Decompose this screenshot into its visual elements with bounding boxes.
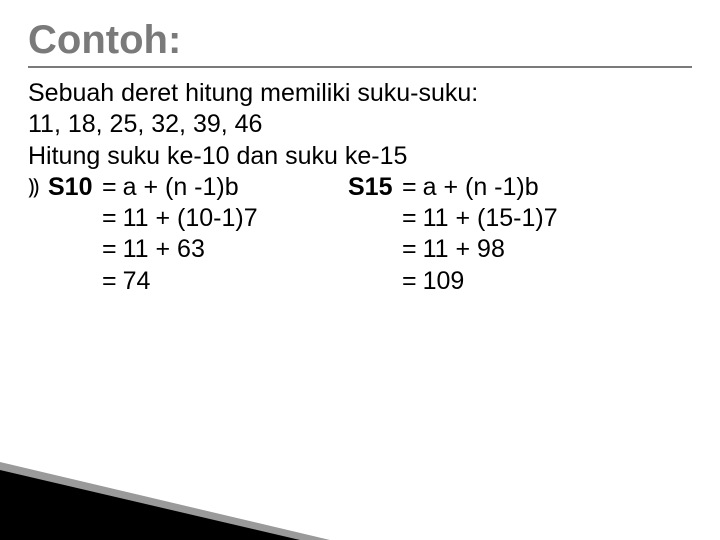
s10-row-3: = 11 + 63: [48, 234, 348, 265]
s15-val-3: 11 + 98: [423, 234, 692, 265]
s10-column: S10 = a + (n -1)b = 11 + (10-1)7 = 11 + …: [48, 172, 348, 297]
s10-eq-1: =: [96, 172, 123, 203]
s15-column: S15 = a + (n -1)b = 11 + (15-1)7 = 11 + …: [348, 172, 692, 297]
s10-label: S10: [48, 172, 96, 203]
s10-lbl-blank-3: [48, 234, 96, 265]
intro-line-2: 11, 18, 25, 32, 39, 46: [28, 109, 692, 140]
s15-val-1: a + (n -1)b: [423, 172, 692, 203]
s15-val-2: 11 + (15-1)7: [423, 203, 692, 234]
s10-eq-2: =: [96, 203, 123, 234]
intro-line-3: Hitung suku ke-10 dan suku ke-15: [28, 141, 692, 172]
s10-val-4: 74: [123, 266, 348, 297]
s15-row-2: = 11 + (15-1)7: [348, 203, 692, 234]
s15-row-1: S15 = a + (n -1)b: [348, 172, 692, 203]
slide: Contoh: Sebuah deret hitung memiliki suk…: [0, 0, 720, 540]
s15-eq-3: =: [396, 234, 423, 265]
s15-lbl-blank-3: [348, 234, 396, 265]
s15-eq-2: =: [396, 203, 423, 234]
s15-eq-1: =: [396, 172, 423, 203]
s10-val-1: a + (n -1)b: [123, 172, 348, 203]
s10-eq-3: =: [96, 234, 123, 265]
s10-row-4: = 74: [48, 266, 348, 297]
s15-lbl-blank-4: [348, 266, 396, 297]
s15-row-4: = 109: [348, 266, 692, 297]
s15-eq-4: =: [396, 266, 423, 297]
s10-eq-4: =: [96, 266, 123, 297]
s10-val-2: 11 + (10-1)7: [123, 203, 348, 234]
s10-val-3: 11 + 63: [123, 234, 348, 265]
title-underline: [28, 66, 692, 68]
s15-lbl-blank-2: [348, 203, 396, 234]
intro-line-1: Sebuah deret hitung memiliki suku-suku:: [28, 78, 692, 109]
decorative-wedge-icon: [0, 410, 720, 540]
bullet-icon: ⸩: [28, 172, 48, 297]
s15-row-3: = 11 + 98: [348, 234, 692, 265]
slide-body: Sebuah deret hitung memiliki suku-suku: …: [28, 78, 692, 297]
slide-title: Contoh:: [28, 18, 692, 62]
example-columns: S10 = a + (n -1)b = 11 + (10-1)7 = 11 + …: [48, 172, 692, 297]
s10-lbl-blank-4: [48, 266, 96, 297]
s10-row-2: = 11 + (10-1)7: [48, 203, 348, 234]
s10-row-1: S10 = a + (n -1)b: [48, 172, 348, 203]
s15-val-4: 109: [423, 266, 692, 297]
s15-label: S15: [348, 172, 396, 203]
worked-example-row: ⸩ S10 = a + (n -1)b = 11 + (10-1)7: [28, 172, 692, 297]
s10-lbl-blank-2: [48, 203, 96, 234]
